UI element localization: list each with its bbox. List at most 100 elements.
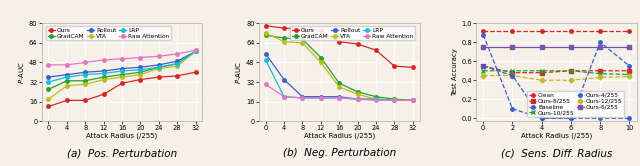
Line: LRP: LRP: [264, 58, 415, 102]
Raw Attention: [409, 99, 417, 101]
VTA: [280, 41, 288, 43]
Ours: [280, 27, 288, 29]
Ours-4/255: [479, 65, 487, 67]
Line: Raw Attention: Raw Attention: [47, 48, 197, 67]
Rollout: [81, 71, 89, 73]
VTA: [118, 76, 126, 78]
Raw Attention: [192, 49, 200, 51]
Line: LRP: LRP: [47, 50, 197, 84]
Line: GradCAM: GradCAM: [47, 50, 197, 91]
Rollout: [63, 74, 70, 76]
Raw Attention: [354, 98, 362, 100]
LRP: [118, 70, 126, 72]
Ours-4/255: [567, 117, 575, 119]
Baseline: [538, 117, 545, 119]
Rollout: [409, 99, 417, 101]
Rollout: [335, 96, 343, 98]
Ours-8/255: [479, 65, 487, 67]
Rollout: [45, 76, 52, 78]
LRP: [372, 98, 380, 100]
Text: (a)  Pos. Perturbation: (a) Pos. Perturbation: [67, 148, 177, 158]
LRP: [390, 99, 398, 101]
Raw Attention: [335, 97, 343, 99]
Ours: [390, 65, 398, 67]
Clean: [567, 30, 575, 32]
Raw Attention: [280, 96, 288, 98]
GradCAM: [192, 50, 200, 52]
Ours: [136, 79, 144, 81]
VTA: [100, 79, 108, 81]
X-axis label: Attack Radius (/255): Attack Radius (/255): [303, 133, 375, 139]
Ours-8/255: [567, 70, 575, 72]
GradCAM: [136, 71, 144, 73]
Ours-4/255: [596, 117, 604, 119]
Y-axis label: $P$-AUC: $P$-AUC: [234, 61, 243, 84]
Line: Ours: Ours: [264, 24, 415, 69]
Line: Ours-12/255: Ours-12/255: [481, 74, 631, 82]
Rollout: [354, 98, 362, 100]
Line: Rollout: Rollout: [264, 52, 415, 102]
Ours: [354, 43, 362, 45]
Ours: [409, 66, 417, 68]
Line: GradCAM: GradCAM: [264, 34, 415, 102]
X-axis label: Attack Radius (/255): Attack Radius (/255): [521, 133, 592, 139]
Legend: Clean, Ours-8/255, Baseline, Ours-10/255, Ours-4/255, Ours-12/255, Ours-6/255: Clean, Ours-8/255, Baseline, Ours-10/255…: [527, 91, 624, 117]
Line: Ours-6/255: Ours-6/255: [481, 45, 631, 49]
Ours: [173, 75, 181, 77]
LRP: [100, 72, 108, 74]
VTA: [155, 68, 163, 70]
Clean: [538, 30, 545, 32]
Ours: [45, 106, 52, 108]
Ours-10/255: [626, 74, 634, 76]
LRP: [317, 97, 324, 99]
Ours: [372, 49, 380, 51]
Y-axis label: Test Accuracy: Test Accuracy: [452, 48, 458, 96]
VTA: [372, 98, 380, 100]
VTA: [192, 50, 200, 52]
GradCAM: [118, 74, 126, 76]
X-axis label: Attack Radius (/255): Attack Radius (/255): [86, 133, 157, 139]
Ours: [299, 28, 307, 30]
Rollout: [136, 66, 144, 68]
Baseline: [509, 108, 516, 110]
Raw Attention: [390, 99, 398, 101]
Ours-6/255: [567, 46, 575, 48]
GradCAM: [409, 99, 417, 101]
Line: VTA: VTA: [264, 31, 415, 102]
LRP: [63, 76, 70, 78]
Ours: [317, 30, 324, 32]
Raw Attention: [63, 64, 70, 66]
Ours: [81, 99, 89, 101]
Raw Attention: [299, 97, 307, 99]
Clean: [596, 30, 604, 32]
GradCAM: [335, 82, 343, 84]
Ours-10/255: [538, 70, 545, 72]
Ours-10/255: [479, 70, 487, 72]
GradCAM: [390, 98, 398, 100]
Baseline: [567, 117, 575, 119]
Baseline: [479, 34, 487, 36]
Ours-12/255: [596, 77, 604, 79]
Line: Raw Attention: Raw Attention: [264, 83, 415, 102]
GradCAM: [81, 80, 89, 82]
Ours-8/255: [538, 72, 545, 74]
Raw Attention: [45, 64, 52, 66]
Ours-8/255: [596, 70, 604, 72]
Ours-6/255: [626, 46, 634, 48]
Line: Ours-8/255: Ours-8/255: [481, 64, 631, 74]
Ours-12/255: [479, 75, 487, 77]
VTA: [317, 61, 324, 63]
LRP: [81, 74, 89, 76]
GradCAM: [354, 91, 362, 93]
VTA: [63, 85, 70, 87]
GradCAM: [262, 35, 269, 37]
Ours: [335, 41, 343, 43]
Line: VTA: VTA: [47, 50, 197, 101]
Ours-6/255: [509, 46, 516, 48]
LRP: [280, 96, 288, 98]
Rollout: [192, 50, 200, 52]
LRP: [409, 99, 417, 101]
Ours: [155, 76, 163, 78]
Rollout: [100, 70, 108, 72]
Line: Ours: Ours: [47, 71, 197, 108]
